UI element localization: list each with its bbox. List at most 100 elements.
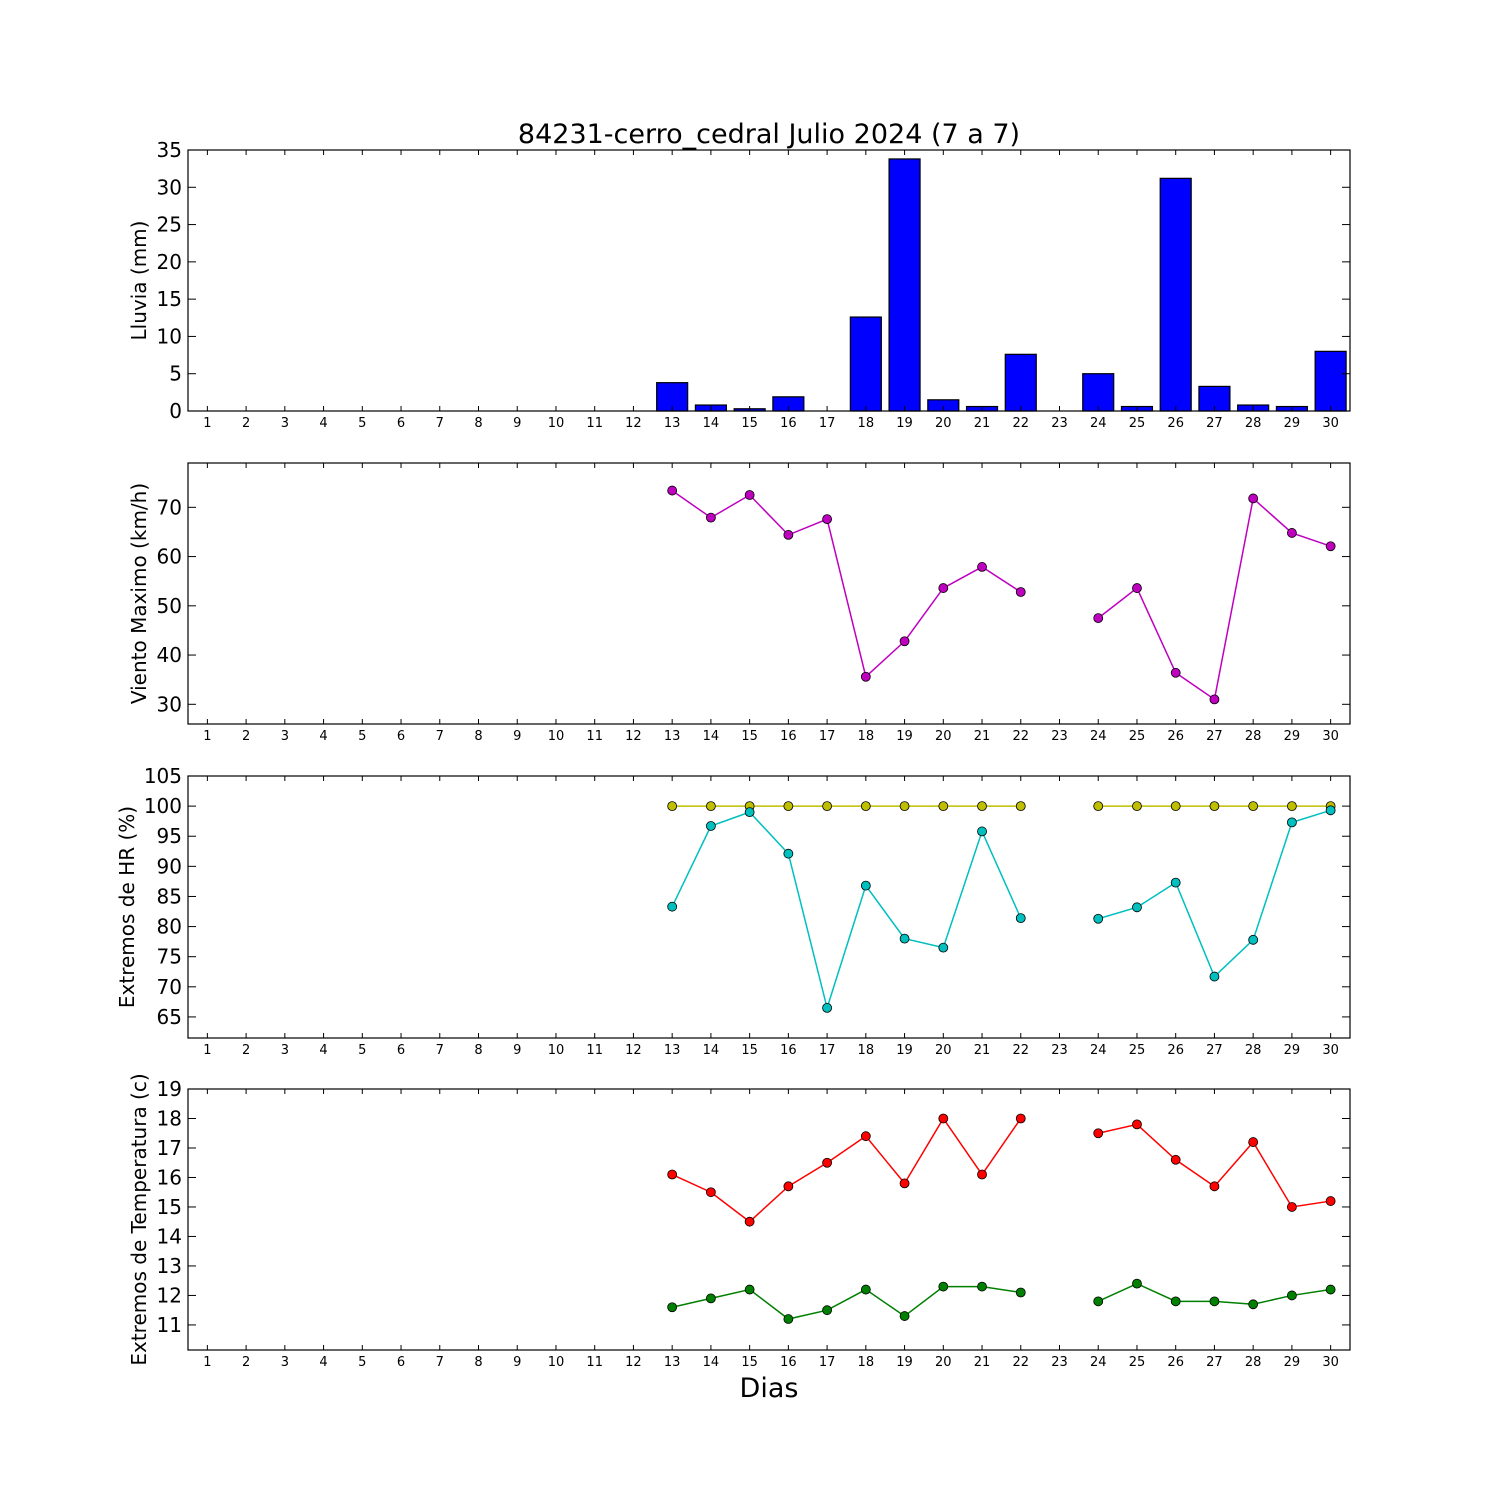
x-tick-label: 30 (1322, 1043, 1339, 1058)
x-tick-label: 24 (1090, 1043, 1107, 1058)
chart-title: 84231-cerro_cedral Julio 2024 (7 a 7) (518, 119, 1020, 150)
series-2-point-day-30 (1325, 1284, 1336, 1295)
series-1-point-day-24 (1093, 801, 1104, 812)
x-tick-label: 1 (203, 416, 211, 431)
x-tick-label: 3 (281, 729, 289, 744)
x-tick-label: 8 (474, 416, 482, 431)
series-1-line-1 (671, 1117, 1022, 1223)
x-tick-label: 23 (1051, 1043, 1068, 1058)
y-tick-label: 30 (157, 175, 182, 199)
series-2-point-day-16 (783, 1314, 794, 1324)
series-2-point-day-25 (1132, 902, 1142, 913)
x-tick-label: 19 (896, 416, 913, 431)
x-tick-label: 11 (586, 729, 603, 744)
y-tick-label: 50 (157, 594, 182, 618)
series-2-point-day-21 (977, 1281, 987, 1292)
y-tick-label: 105 (144, 764, 182, 788)
series-2-point-day-15 (744, 1284, 755, 1295)
panel-1: 1 2 3 4 5 6 7 8 9 10 11 12 13 14 15 16 17 18 19 20 21 22 23 24 2… (127, 138, 1351, 431)
x-tick-label: 14 (703, 729, 720, 744)
x-tick-label: 6 (397, 1043, 405, 1058)
y-tick-label: 18 (157, 1106, 182, 1130)
series-1-point-day-21 (977, 562, 987, 572)
x-tick-label: 7 (436, 416, 444, 431)
series-1-point-day-20 (938, 583, 949, 593)
x-tick-label: 25 (1129, 1043, 1146, 1058)
series-1-point-day-25 (1132, 801, 1142, 812)
bar-day-24 (1082, 373, 1115, 412)
x-tick-label: 3 (281, 1355, 289, 1370)
series-1-line-2 (1097, 497, 1331, 701)
x-tick-label: 24 (1090, 416, 1107, 431)
series-1-point-day-17 (822, 801, 832, 812)
x-tick-label: 5 (358, 729, 366, 744)
series-2-line-1 (671, 1285, 1021, 1320)
series-1-point-day-26 (1170, 667, 1181, 678)
x-tick-label: 25 (1129, 416, 1146, 431)
series-2-point-day-18 (860, 880, 871, 891)
x-tick-label: 9 (513, 1355, 521, 1370)
x-tick-label: 6 (397, 416, 405, 431)
x-tick-label: 5 (358, 1355, 366, 1370)
series-1-point-day-26 (1170, 801, 1181, 812)
series-1-line-1 (671, 489, 1022, 679)
x-tick-label: 9 (513, 416, 521, 431)
x-tick-label: 16 (780, 416, 797, 431)
y-tick-label: 12 (157, 1283, 182, 1307)
series-2-point-day-26 (1170, 1296, 1181, 1307)
x-tick-label: 3 (281, 1043, 289, 1058)
series-1-point-day-13 (667, 801, 678, 812)
x-tick-label: 4 (319, 1043, 327, 1058)
x-tick-label: 10 (548, 1043, 565, 1058)
series-2-point-day-21 (977, 826, 987, 837)
series-2-point-day-16 (783, 848, 794, 859)
series-1-point-day-18 (860, 671, 871, 682)
x-tick-label: 21 (974, 1355, 991, 1370)
x-tick-label: 22 (1012, 1355, 1029, 1370)
series-1-point-day-19 (899, 1178, 910, 1189)
x-tick-label: 8 (474, 729, 482, 744)
series-1-point-day-29 (1287, 801, 1297, 812)
x-tick-label: 1 (203, 1355, 211, 1370)
x-tick-label: 22 (1012, 1043, 1029, 1058)
x-tick-label: 5 (358, 416, 366, 431)
series-1-point-day-20 (938, 1113, 949, 1124)
x-tick-label: 23 (1051, 1355, 1068, 1370)
series-1-point-day-22 (1015, 801, 1026, 812)
x-tick-label: 4 (319, 416, 327, 431)
series-2-point-day-13 (667, 1302, 678, 1313)
x-tick-label: 11 (586, 1043, 603, 1058)
series-2-point-day-20 (938, 1281, 949, 1292)
x-tick-label: 8 (474, 1355, 482, 1370)
x-tick-label: 9 (513, 729, 521, 744)
y-tick-label: 15 (157, 1195, 182, 1219)
series-1-point-day-13 (667, 485, 678, 496)
series-1-point-day-26 (1170, 1154, 1181, 1165)
series-2-point-day-27 (1209, 971, 1220, 982)
bar-day-19 (888, 158, 921, 412)
series-1-point-day-15 (744, 490, 755, 500)
x-tick-label: 17 (819, 729, 836, 744)
x-tick-label: 20 (935, 1043, 952, 1058)
x-tick-label: 28 (1245, 729, 1262, 744)
series-1-point-day-21 (977, 801, 987, 812)
y-tick-label: 30 (157, 692, 182, 716)
bar-day-30 (1314, 350, 1347, 412)
x-tick-label: 30 (1322, 729, 1339, 744)
y-tick-label: 17 (157, 1136, 182, 1160)
x-tick-label: 14 (703, 1355, 720, 1370)
series-1-point-day-29 (1287, 528, 1297, 538)
x-tick-label: 20 (935, 1355, 952, 1370)
x-tick-label: 27 (1206, 416, 1223, 431)
x-tick-label: 10 (548, 729, 565, 744)
x-tick-label: 20 (935, 729, 952, 744)
series-1-point-day-18 (860, 1131, 871, 1142)
series-2-point-day-25 (1132, 1278, 1142, 1289)
y-tick-label: 40 (157, 643, 182, 667)
series-2-point-day-28 (1248, 934, 1259, 945)
x-tick-label: 20 (935, 416, 952, 431)
y-axis-label: Extremos de Temperatura (c) (127, 1073, 151, 1365)
series-1-point-day-14 (706, 512, 716, 523)
x-tick-label: 11 (586, 416, 603, 431)
